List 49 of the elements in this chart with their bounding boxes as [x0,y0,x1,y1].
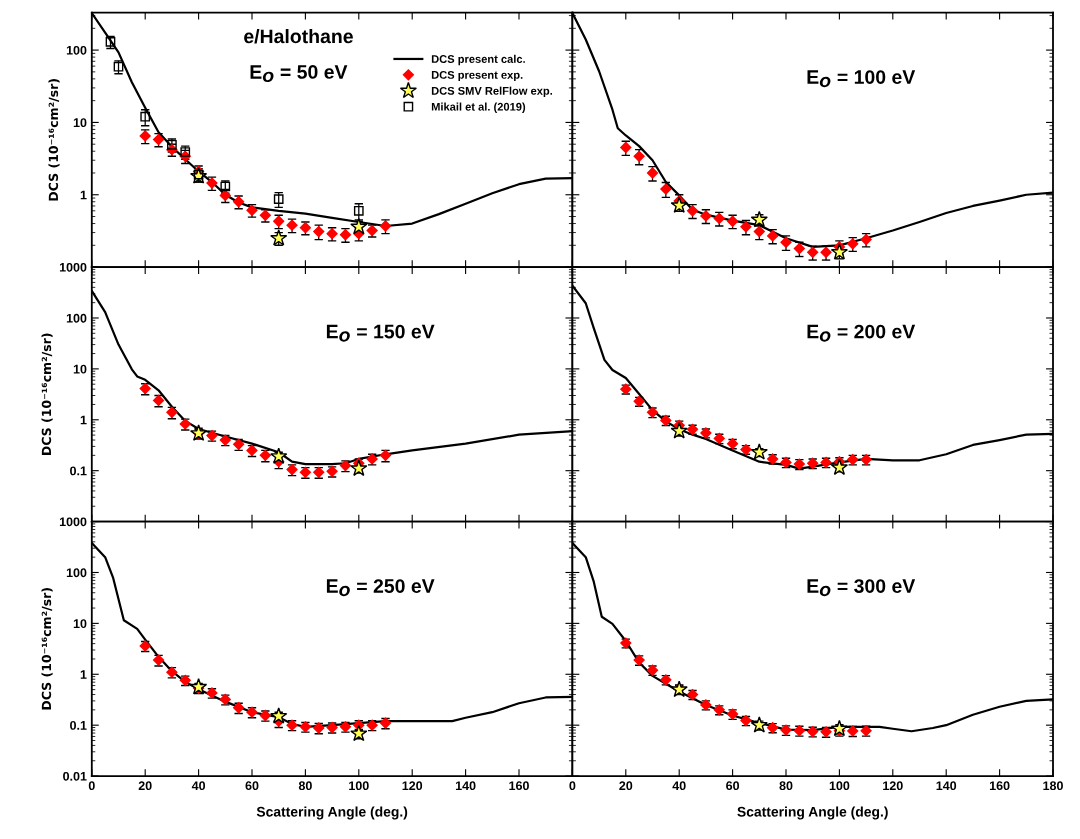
x-tick-label: 20 [619,781,633,791]
x-tick-label: 80 [298,781,312,791]
x-tick-label: 160 [989,781,1010,791]
y-axis-title: DCS (10⁻¹⁶cm²/sr) [41,588,53,710]
y-tick-label: 0.1 [70,466,87,476]
y-tick-label: 100 [66,568,87,578]
x-tick-label: 60 [726,781,740,791]
annotation: E$_{O}$ = 200 eV [807,324,916,342]
x-axis-title: Scattering Angle (deg.) [256,806,408,820]
x-tick-label: 0 [569,781,576,791]
y-tick-label: 100 [66,313,87,323]
x-axis-title: Scattering Angle (deg.) [737,806,888,820]
legend-label: DCS present calc. [431,54,525,66]
annotation: E$_{O}$ = 100 eV [807,70,916,88]
y-tick-label: 1 [80,190,87,200]
y-tick-label: 10 [73,364,87,374]
y-tick-label: 1 [80,670,87,679]
legend-label: DCS SMV RelFlow exp. [431,86,553,97]
x-tick-label: 0 [88,781,95,791]
x-tick-label: 40 [191,781,206,791]
annotation: E$_{O}$ = 50 eV [250,65,348,83]
x-tick-label: 120 [402,781,423,791]
x-tick-label: 140 [936,781,957,791]
x-tick-label: 100 [829,781,850,791]
x-tick-label: 20 [138,781,152,791]
y-axis-title: DCS (10⁻¹⁶cm²/sr) [41,333,53,455]
y-tick-label: 1000 [59,517,87,527]
y-tick-label: 100 [66,45,87,55]
y-tick-label: 1 [80,415,87,425]
annotation: E$_{O}$ = 150 eV [326,324,435,342]
x-tick-label: 140 [455,781,476,791]
y-tick-label: 0.01 [63,771,87,781]
y-tick-label: 0.1 [70,720,87,730]
x-tick-label: 160 [509,781,529,791]
x-tick-label: 60 [245,781,259,791]
x-tick-label: 120 [883,781,903,791]
y-tick-label: 1000 [59,262,87,272]
annotation: E$_{O}$ = 250 eV [326,579,435,597]
legend-label: DCS present exp. [431,71,523,82]
x-tick-label: 40 [672,781,686,791]
y-axis-title: DCS (10⁻¹⁶cm²/sr) [48,79,60,201]
x-tick-label: 80 [779,781,793,791]
y-tick-label: 10 [73,619,87,629]
y-tick-label: 10 [73,118,87,128]
annotation: E$_{O}$ = 300 eV [807,579,916,597]
x-tick-label: 180 [1043,781,1063,791]
annotation: e/Halothane [244,28,353,44]
x-tick-label: 100 [349,781,369,791]
legend-label: Mikail et al. (2019) [431,102,526,113]
